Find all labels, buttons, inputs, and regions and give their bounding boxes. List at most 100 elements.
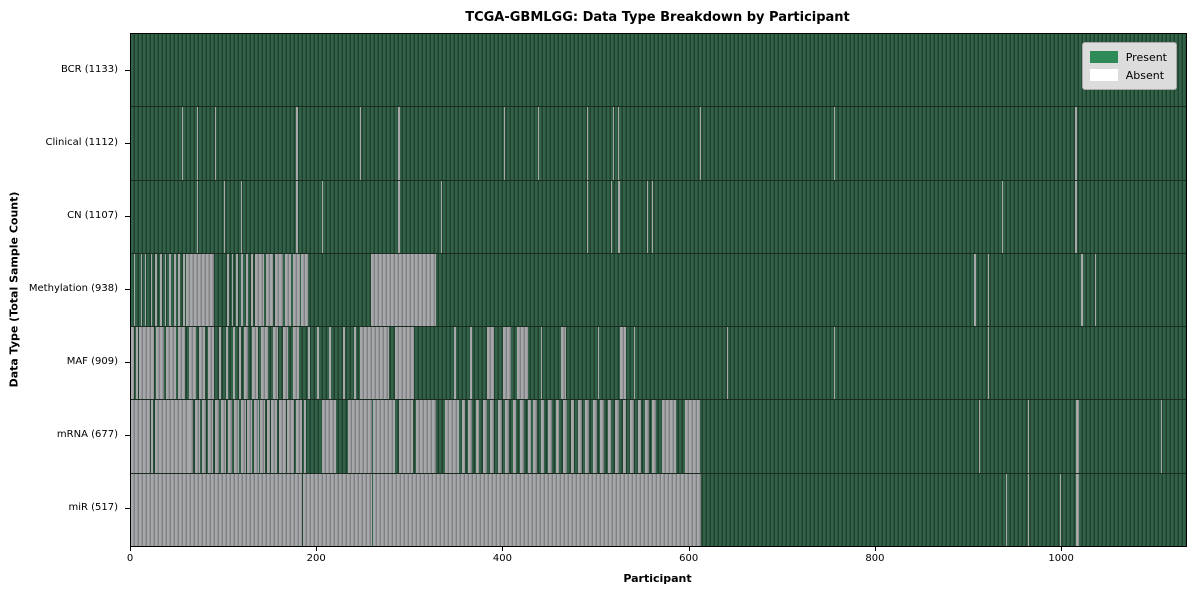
x-tick-mark [874, 546, 876, 551]
y-tick-mark [125, 142, 130, 144]
x-tick-label: 800 [865, 553, 885, 564]
absent-segment [295, 180, 298, 253]
absent-segment [685, 400, 700, 473]
absent-segment [617, 107, 619, 180]
absent-segment [287, 400, 294, 473]
absent-segment [504, 107, 506, 180]
y-tick-label: CN (1107) [67, 209, 118, 221]
absent-segment [177, 327, 185, 400]
absent-segment [185, 253, 214, 327]
absent-segment [144, 253, 146, 327]
absent-segment [1080, 253, 1083, 327]
y-tick-label: miR (517) [68, 502, 118, 514]
x-tick-label: 200 [306, 553, 326, 564]
absent-segment [240, 400, 246, 473]
absent-segment [182, 107, 184, 180]
absent-segment [646, 180, 648, 253]
absent-segment [973, 253, 976, 327]
data-row-mir [131, 472, 1186, 546]
absent-segment [150, 400, 154, 473]
absent-segment [282, 327, 289, 400]
absent-segment [398, 107, 401, 180]
absent-segment [131, 327, 134, 400]
absent-segment [183, 253, 185, 327]
absent-segment [347, 400, 373, 473]
absent-segment [246, 253, 249, 327]
absent-segment [234, 400, 239, 473]
absent-segment [371, 253, 437, 327]
absent-segment [226, 253, 229, 327]
absent-segment [490, 400, 495, 473]
absent-segment [517, 327, 528, 400]
absent-segment [444, 400, 459, 473]
x-tick-label: 600 [679, 553, 699, 564]
absent-segment [221, 400, 226, 473]
y-tick-mark [125, 362, 130, 364]
legend-item: Absent [1089, 66, 1167, 84]
absent-segment [475, 400, 480, 473]
absent-segment [208, 400, 213, 473]
legend-swatch-present [1089, 51, 1118, 63]
absent-segment [373, 400, 395, 473]
absent-segment [600, 400, 605, 473]
absent-segment [178, 253, 181, 327]
absent-segment [979, 400, 981, 473]
absent-segment [607, 400, 612, 473]
absent-segment [137, 253, 139, 327]
absent-segment [169, 253, 172, 327]
absent-segment [270, 400, 278, 473]
absent-segment [373, 473, 701, 546]
absent-segment [243, 327, 249, 400]
absent-segment [254, 253, 265, 327]
absent-segment [540, 400, 545, 473]
absent-segment [150, 253, 153, 327]
absent-segment [461, 400, 466, 473]
x-tick-mark [502, 546, 504, 551]
absent-segment [548, 400, 552, 473]
absent-segment [834, 107, 835, 180]
legend-label: Absent [1125, 68, 1165, 82]
absent-segment [1075, 107, 1078, 180]
absent-segment [159, 253, 162, 327]
absent-segment [155, 253, 158, 327]
absent-segment [131, 400, 150, 473]
absent-segment [652, 400, 657, 473]
absent-segment [141, 253, 143, 327]
absent-segment [398, 180, 401, 253]
x-tick-mark [688, 546, 690, 551]
absent-segment [188, 327, 197, 400]
data-row-clinical [131, 106, 1186, 180]
absent-segment [251, 253, 253, 327]
absent-segment [329, 327, 332, 400]
absent-segment [214, 107, 216, 180]
absent-segment [1060, 473, 1062, 546]
absent-segment [247, 400, 253, 473]
y-tick-mark [125, 215, 130, 217]
absent-segment [1006, 473, 1008, 546]
absent-segment [537, 107, 539, 180]
absent-segment [415, 400, 437, 473]
absent-segment [360, 107, 361, 180]
absent-segment [219, 327, 222, 400]
x-tick-label: 1000 [1048, 553, 1074, 564]
absent-segment [563, 400, 567, 473]
y-tick-label: Clinical (1112) [45, 136, 119, 148]
absent-segment [261, 327, 268, 400]
y-tick-mark [125, 508, 130, 510]
legend-item: Present [1089, 48, 1167, 66]
absent-segment [275, 253, 283, 327]
y-tick-label: MAF (909) [66, 356, 118, 368]
absent-segment [236, 253, 239, 327]
legend: Present Absent [1081, 42, 1177, 90]
legend-swatch-absent [1089, 69, 1118, 81]
absent-segment [135, 327, 139, 400]
absent-segment [198, 327, 206, 400]
absent-segment [240, 180, 242, 253]
absent-segment [360, 327, 389, 400]
absent-segment [652, 180, 654, 253]
absent-segment [512, 400, 517, 473]
absent-segment [592, 400, 597, 473]
absent-segment [540, 327, 542, 400]
y-tick-mark [125, 289, 130, 290]
absent-segment [239, 327, 241, 400]
